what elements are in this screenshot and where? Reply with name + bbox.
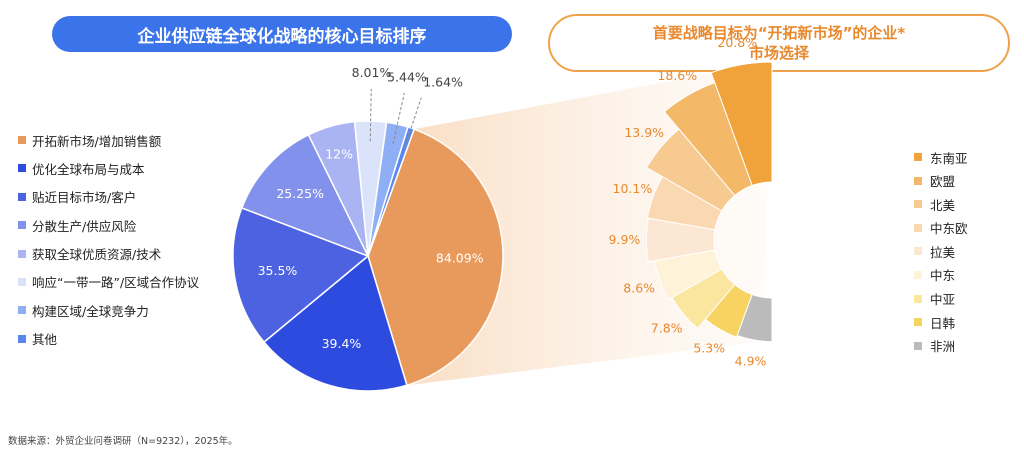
- left-legend-entry: 贴近目标市场/客户: [18, 185, 233, 209]
- legend-swatch: [18, 249, 26, 258]
- pie-slice: [262, 254, 408, 392]
- pie-slice: [367, 128, 504, 387]
- legend-label: 响应“一带一路”/区域合作协议: [32, 275, 200, 291]
- legend-swatch: [18, 164, 26, 173]
- right-legend-entry: 非洲: [914, 335, 1014, 357]
- legend-swatch: [914, 153, 922, 161]
- donut-data-label: 9.9%: [609, 232, 641, 247]
- legend-label: 分散生产/供应风险: [32, 218, 137, 234]
- pie-data-label: 84.09%: [436, 251, 484, 266]
- left-pie: [232, 120, 504, 392]
- right-chart-title-line2: 市场选择: [748, 44, 809, 62]
- left-chart-legend: 开拓新市场/增加销售额 优化全球布局与成本 贴近目标市场/客户 分散生产/供应风险获取…: [18, 128, 233, 355]
- left-legend-entry: 其他: [18, 327, 233, 351]
- left-legend-entry: 获取全球优质资源/技术: [18, 242, 233, 266]
- pie-data-label: 12%: [325, 147, 353, 162]
- legend-swatch: [914, 270, 922, 279]
- pie-data-label: 39.4%: [322, 336, 362, 351]
- legend-swatch: [18, 221, 26, 230]
- legend-swatch: [914, 176, 922, 185]
- legend-label: 构建区域/全球竞争力: [32, 303, 149, 319]
- legend-swatch: [914, 318, 922, 327]
- pie-slice: [240, 133, 370, 258]
- donut-data-label: 10.1%: [613, 181, 653, 196]
- left-chart-title-text: 企业供应链全球化战略的核心目标排序: [137, 26, 427, 47]
- donut-data-label: 7.8%: [651, 320, 683, 335]
- donut-data-label: 5.3%: [693, 341, 725, 356]
- data-labels: 84.09% 39.4% 35.5% 25.25% 12% 8.01%5.44%1.64%…: [258, 35, 767, 369]
- legend-label: 日韩: [930, 315, 956, 331]
- legend-swatch: [18, 192, 26, 201]
- legend-swatch: [914, 341, 922, 350]
- pie-data-label: 5.44%: [387, 69, 427, 84]
- donut-segment: [704, 283, 753, 338]
- right-legend-entry: 中东: [914, 264, 1014, 286]
- legend-label: 贴近目标市场/客户: [32, 190, 137, 206]
- legend-label: 开拓新市场/增加销售额: [32, 133, 162, 149]
- pie-data-label: 25.25%: [276, 186, 324, 201]
- legend-label: 中东欧: [930, 221, 968, 237]
- legend-swatch: [914, 200, 922, 209]
- right-chart-title: 首要战略目标为“开拓新市场”的企业* 市场选择: [548, 14, 1010, 72]
- data-source-note: 数据来源：外贸企业问卷调研（N=9232），2025年。: [8, 436, 238, 447]
- legend-label: 中亚: [930, 292, 956, 308]
- donut-segment: [663, 82, 753, 197]
- legend-label: 其他: [32, 332, 58, 348]
- donut-segment: [736, 293, 773, 343]
- donut-segment: [645, 217, 716, 263]
- legend-label: 中东: [930, 268, 956, 284]
- legend-swatch: [914, 247, 922, 256]
- legend-label: 东南亚: [930, 150, 968, 166]
- donut-segment: [671, 268, 736, 330]
- legend-label: 优化全球布局与成本: [32, 161, 145, 177]
- donut-segment: [710, 61, 773, 187]
- right-half-donut: [645, 61, 773, 343]
- right-legend-entry: 日韩: [914, 311, 1014, 333]
- donut-segment: [653, 249, 723, 301]
- legend-label: 拉美: [930, 244, 956, 260]
- right-legend-entry: 东南亚: [914, 146, 1014, 168]
- right-legend-entry: 北美: [914, 193, 1014, 215]
- pie-slice: [232, 207, 370, 344]
- right-legend-entry: 中亚: [914, 288, 1014, 310]
- donut-segment: [646, 176, 723, 231]
- right-legend-entry: 中东欧: [914, 217, 1014, 239]
- legend-label: 欧盟: [930, 174, 956, 190]
- donut-data-label: 8.6%: [623, 280, 655, 295]
- left-legend-entry: 分散生产/供应风险: [18, 213, 233, 237]
- legend-swatch: [18, 306, 26, 315]
- right-chart-title-line1: 首要战略目标为“开拓新市场”的企业*: [652, 24, 906, 42]
- legend-swatch: [914, 223, 922, 232]
- left-legend-entry: 优化全球布局与成本: [18, 156, 233, 180]
- legend-swatch: [18, 334, 26, 343]
- leader-line: [392, 92, 405, 145]
- donut-segment: [645, 128, 736, 212]
- right-legend-entry: 欧盟: [914, 170, 1014, 192]
- left-chart-title: 企业供应链全球化战略的核心目标排序: [52, 16, 512, 52]
- donut-data-label: 18.6%: [657, 68, 697, 83]
- leader-line: [369, 89, 372, 142]
- legend-swatch: [18, 277, 26, 286]
- leader-line: [404, 97, 422, 148]
- legend-swatch: [18, 136, 26, 144]
- right-legend-entry: 拉美: [914, 240, 1014, 262]
- legend-swatch: [914, 294, 922, 303]
- pie-data-label: 35.5%: [258, 263, 298, 278]
- left-legend-entry: 构建区域/全球竞争力: [18, 298, 233, 322]
- legend-label: 北美: [930, 197, 956, 213]
- pie-data-label: 1.64%: [423, 74, 463, 89]
- donut-data-label: 4.9%: [735, 354, 767, 369]
- right-chart-legend: 东南亚欧盟北美中东欧拉美中东中亚日韩非洲: [914, 146, 1014, 358]
- donut-data-label: 20.8%: [717, 35, 757, 50]
- donut-data-label: 13.9%: [624, 125, 664, 140]
- legend-label: 非洲: [930, 339, 956, 355]
- pie-data-label: 8.01%: [352, 65, 392, 80]
- left-legend-entry: 开拓新市场/增加销售额: [18, 128, 233, 152]
- left-legend-entry: 响应“一带一路”/区域合作协议: [18, 270, 233, 294]
- legend-label: 获取全球优质资源/技术: [32, 247, 162, 263]
